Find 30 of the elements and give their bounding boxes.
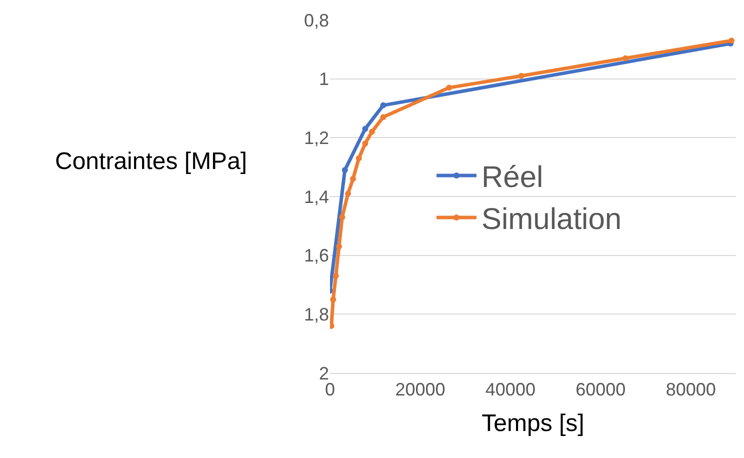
point xyxy=(362,140,368,147)
legend-label: Réel xyxy=(482,161,544,194)
point xyxy=(380,114,386,120)
x-tick-label: 40000 xyxy=(485,380,536,400)
point xyxy=(362,126,368,132)
x-axis-title: Temps [s] xyxy=(482,410,584,437)
legend-label: Simulation xyxy=(482,203,622,236)
y-tick-label: 0,8 xyxy=(304,10,329,30)
y-tick-label: 1 xyxy=(318,69,329,90)
y-axis-title: Contraintes [MPa] xyxy=(55,148,248,175)
point xyxy=(728,38,734,44)
point xyxy=(518,72,524,79)
y-tick-label: 1,8 xyxy=(304,304,329,324)
point xyxy=(350,176,356,182)
point xyxy=(345,190,352,197)
x-tick-label: 60000 xyxy=(576,380,626,400)
point xyxy=(332,272,339,279)
point xyxy=(446,84,452,91)
point xyxy=(356,155,362,162)
y-tick-label: 1,2 xyxy=(304,128,329,148)
x-tick-label: 80000 xyxy=(666,380,716,400)
point xyxy=(342,167,348,174)
point xyxy=(622,55,628,62)
y-tick-label: 1,4 xyxy=(304,186,329,207)
point xyxy=(380,102,386,108)
point xyxy=(330,296,336,302)
point xyxy=(339,214,346,220)
y-tick-label: 1,6 xyxy=(304,246,329,266)
point xyxy=(368,128,375,135)
x-tick-label: 20000 xyxy=(395,380,446,400)
